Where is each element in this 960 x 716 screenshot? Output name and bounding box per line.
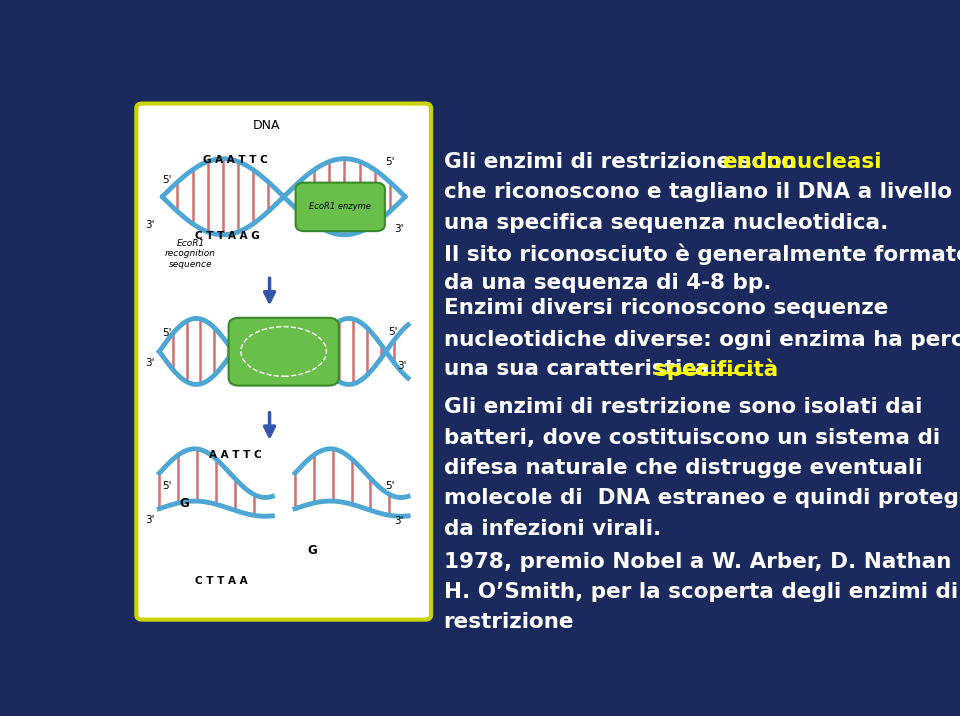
Text: specificità: specificità [656,359,780,380]
Text: A A T T C: A A T T C [209,450,262,460]
FancyBboxPatch shape [228,318,339,386]
FancyBboxPatch shape [296,183,385,231]
Text: Il sito riconosciuto è generalmente formato: Il sito riconosciuto è generalmente form… [444,243,960,264]
Text: una specifica sequenza nucleotidica.: una specifica sequenza nucleotidica. [444,213,888,233]
Text: che riconoscono e tagliano il DNA a livello di: che riconoscono e tagliano il DNA a live… [444,183,960,203]
Text: 5': 5' [386,481,395,491]
Text: restrizione: restrizione [444,612,574,632]
FancyBboxPatch shape [136,104,431,619]
Text: 3': 3' [145,220,155,230]
Text: 5': 5' [162,481,172,491]
Text: EcoR1 enzyme: EcoR1 enzyme [309,203,372,211]
Text: 3': 3' [394,223,403,233]
Text: da una sequenza di 4-8 bp.: da una sequenza di 4-8 bp. [444,274,771,294]
Text: difesa naturale che distrugge eventuali: difesa naturale che distrugge eventuali [444,458,923,478]
Text: DNA: DNA [253,120,280,132]
Text: 3': 3' [396,361,406,371]
Text: Enzimi diversi riconoscono sequenze: Enzimi diversi riconoscono sequenze [444,298,888,318]
Text: G: G [307,543,317,557]
Text: endonucleasi: endonucleasi [722,152,882,172]
Text: Gli enzimi di restrizione sono isolati dai: Gli enzimi di restrizione sono isolati d… [444,397,922,417]
Text: G A A T T C: G A A T T C [204,155,268,165]
Text: H. O’Smith, per la scoperta degli enzimi di: H. O’Smith, per la scoperta degli enzimi… [444,582,958,602]
Text: 3': 3' [394,516,403,526]
Text: molecole di  DNA estraneo e quindi protegge: molecole di DNA estraneo e quindi proteg… [444,488,960,508]
Text: G: G [180,497,190,510]
Text: 1978, premio Nobel a W. Arber, D. Nathan &: 1978, premio Nobel a W. Arber, D. Nathan… [444,552,960,572]
Text: EcoR1
recognition
sequence: EcoR1 recognition sequence [165,239,216,268]
Text: 3': 3' [145,358,155,368]
Text: C T T A A: C T T A A [195,576,248,586]
Text: nucleotidiche diverse: ogni enzima ha perciò: nucleotidiche diverse: ogni enzima ha pe… [444,329,960,350]
Text: 5': 5' [388,327,397,337]
Text: C T T A A G: C T T A A G [195,231,259,241]
Text: 5': 5' [386,158,395,168]
Text: 3': 3' [145,515,155,525]
Text: batteri, dove costituiscono un sistema di: batteri, dove costituiscono un sistema d… [444,427,940,448]
Text: 5': 5' [162,328,172,338]
Text: una sua caratteristica: una sua caratteristica [444,359,716,379]
Text: una sua caratteristica: una sua caratteristica [444,359,716,379]
Text: 5': 5' [162,175,172,185]
Text: da infezioni virali.: da infezioni virali. [444,518,660,538]
Text: Gli enzimi di restrizione sono: Gli enzimi di restrizione sono [444,152,804,172]
